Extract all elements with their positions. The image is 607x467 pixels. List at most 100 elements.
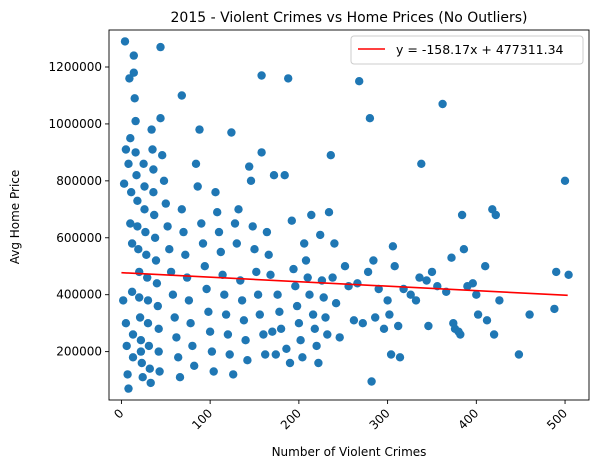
data-point [229, 370, 238, 379]
data-point [121, 319, 131, 328]
y-tick-label: 800000 [56, 174, 102, 188]
data-point [261, 350, 270, 359]
data-point [125, 74, 134, 83]
data-point [234, 205, 243, 214]
data-point [135, 313, 145, 322]
data-point [394, 321, 403, 331]
x-tick-label: 200 [278, 406, 304, 432]
data-point [344, 282, 353, 291]
data-point [395, 353, 405, 362]
data-point [552, 267, 561, 277]
data-point [214, 227, 224, 237]
data-point [225, 350, 234, 359]
data-point [289, 264, 298, 274]
data-point [181, 250, 190, 259]
data-point [126, 219, 135, 228]
data-point [143, 273, 152, 282]
data-point [127, 188, 136, 197]
data-point [150, 210, 159, 220]
data-point [138, 373, 147, 382]
data-point [340, 262, 350, 271]
data-point [257, 148, 266, 157]
data-point [388, 242, 398, 251]
data-point [136, 336, 146, 345]
data-point [177, 205, 186, 214]
data-point [143, 296, 153, 305]
data-point [121, 145, 131, 154]
data-point [204, 307, 213, 316]
data-point [236, 276, 245, 285]
data-point [456, 330, 465, 339]
data-point [422, 276, 431, 285]
data-point [262, 227, 272, 237]
data-point [129, 68, 138, 77]
data-point [150, 233, 160, 242]
data-point [200, 262, 209, 271]
y-tick-label: 200000 [56, 345, 102, 359]
data-point [298, 353, 307, 362]
data-point [154, 324, 163, 333]
data-point [379, 324, 389, 333]
data-point [291, 282, 300, 291]
data-point [316, 230, 325, 240]
data-point [275, 307, 284, 316]
x-tick-label: 300 [367, 406, 393, 432]
data-point [161, 199, 170, 208]
data-point [331, 299, 341, 308]
data-point [165, 245, 174, 254]
data-point [133, 222, 142, 231]
data-point [482, 316, 492, 325]
y-tick-label: 400000 [56, 288, 102, 302]
data-point [174, 353, 183, 362]
data-point [211, 188, 220, 197]
data-point [300, 239, 309, 248]
data-point [310, 324, 319, 333]
data-point [447, 253, 456, 262]
data-point [564, 270, 573, 279]
data-point [253, 290, 263, 299]
data-point [312, 341, 321, 351]
data-point [220, 290, 229, 299]
y-axis-label: Avg Home Price [8, 170, 22, 265]
data-point [257, 71, 266, 80]
data-point [308, 310, 318, 319]
data-point [468, 279, 477, 288]
data-point [148, 145, 157, 154]
data-point [287, 216, 296, 225]
data-point [560, 176, 570, 185]
data-point [353, 279, 362, 288]
data-point [243, 356, 252, 365]
data-point [415, 273, 424, 282]
legend-entry-label: y = -158.17x + 477311.34 [396, 42, 564, 57]
data-point [191, 159, 201, 168]
data-point [285, 358, 295, 368]
data-point [255, 310, 264, 319]
data-point [184, 296, 194, 305]
data-point [141, 227, 150, 237]
data-point [237, 296, 247, 305]
data-point [280, 171, 289, 180]
data-point [323, 330, 332, 339]
data-point [495, 296, 504, 305]
data-point [159, 176, 169, 185]
y-tick-label: 1000000 [49, 117, 102, 131]
data-point [186, 319, 195, 328]
data-point [154, 347, 163, 356]
data-point [472, 290, 481, 299]
data-point [146, 378, 155, 388]
data-point [216, 247, 225, 257]
data-point [296, 336, 305, 345]
data-point [143, 319, 153, 328]
data-point [135, 267, 144, 277]
data-point [314, 358, 323, 368]
data-point [122, 341, 131, 351]
data-point [126, 134, 135, 143]
data-point [175, 373, 185, 382]
data-point [152, 279, 162, 288]
data-point [250, 245, 259, 254]
data-point [223, 330, 233, 339]
data-point [245, 162, 254, 171]
data-point [128, 330, 138, 339]
data-point [301, 256, 311, 265]
data-point [264, 250, 273, 259]
